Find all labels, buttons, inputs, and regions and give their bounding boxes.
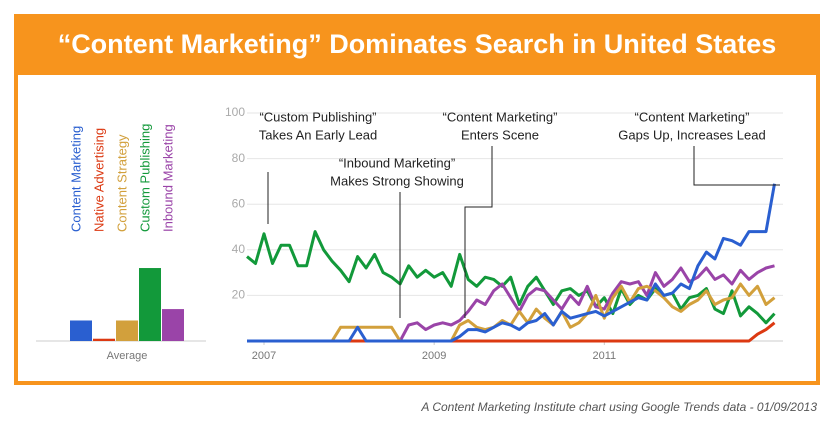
annotations: “Custom Publishing” Takes An Early Lead … bbox=[259, 109, 780, 318]
bar bbox=[162, 309, 184, 341]
x-tick-label: 2007 bbox=[252, 350, 276, 362]
x-axis-label: Average bbox=[107, 350, 148, 362]
y-tick-label: 20 bbox=[232, 288, 246, 302]
y-tick-label: 60 bbox=[232, 196, 246, 210]
leader-line bbox=[464, 146, 493, 318]
series-line bbox=[247, 183, 776, 343]
bar bbox=[139, 268, 161, 341]
bar bbox=[93, 338, 115, 341]
x-tick-label: 2009 bbox=[422, 350, 446, 362]
annotation: “Custom Publishing” bbox=[259, 109, 376, 124]
bar bbox=[70, 320, 92, 341]
caption: A Content Marketing Institute chart usin… bbox=[420, 400, 817, 414]
annotation: “Inbound Marketing” bbox=[339, 155, 455, 170]
annotation: Gaps Up, Increases Lead bbox=[618, 127, 765, 142]
y-tick-label: 40 bbox=[232, 242, 246, 256]
legend-label: Inbound Marketing bbox=[160, 124, 175, 232]
legend-label: Native Advertising bbox=[91, 128, 106, 232]
header-band bbox=[14, 14, 820, 75]
annotation: Takes An Early Lead bbox=[259, 127, 378, 142]
title: “Content Marketing” Dominates Search in … bbox=[58, 29, 777, 59]
legend-label: Content Marketing bbox=[68, 126, 83, 232]
legend-label: Content Strategy bbox=[114, 134, 129, 232]
legend-label: Custom Publishing bbox=[137, 124, 152, 232]
bar bbox=[116, 320, 138, 341]
x-tick-label: 2011 bbox=[593, 350, 617, 362]
annotation: Enters Scene bbox=[461, 127, 539, 142]
y-tick-label: 80 bbox=[232, 151, 246, 165]
annotation: “Content Marketing” bbox=[443, 109, 558, 124]
annotation: “Content Marketing” bbox=[635, 109, 750, 124]
y-tick-label: 100 bbox=[225, 105, 245, 119]
series-line bbox=[246, 230, 776, 325]
annotation: Makes Strong Showing bbox=[330, 173, 464, 188]
leader-line bbox=[693, 146, 780, 186]
